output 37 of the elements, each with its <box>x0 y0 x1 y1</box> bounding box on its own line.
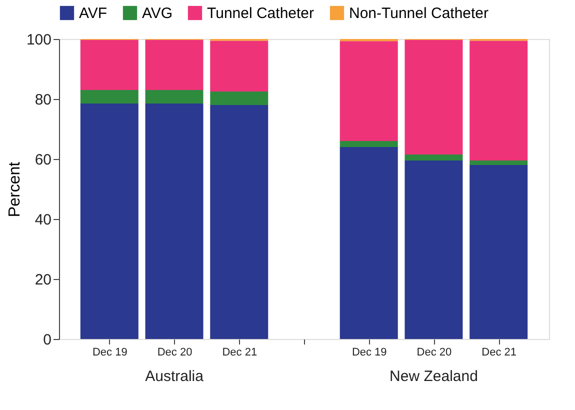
x-tick-label: Dec 19 <box>352 346 387 358</box>
bar <box>470 165 528 339</box>
bar <box>340 41 398 141</box>
y-tick-label: 0 <box>43 332 52 348</box>
x-tick-label: Dec 21 <box>482 346 517 358</box>
legend-label: Non-Tunnel Catheter <box>349 5 489 22</box>
y-tick-label: 20 <box>34 272 52 288</box>
y-tick-label: 40 <box>34 212 52 228</box>
bar <box>145 90 204 104</box>
legend-label: AVF <box>79 5 108 22</box>
bar <box>80 90 138 104</box>
bar <box>80 40 138 90</box>
bar <box>470 40 528 160</box>
bar <box>210 40 268 92</box>
bar <box>470 160 528 165</box>
bar <box>404 154 463 160</box>
bar <box>210 92 268 105</box>
y-axis-title: Percent <box>6 161 24 218</box>
legend-label: AVG <box>142 5 173 22</box>
legend-label: Tunnel Catheter <box>207 5 314 22</box>
x-tick-label: Dec 20 <box>157 346 192 358</box>
text: New Zealand <box>390 368 478 385</box>
bar <box>145 104 204 339</box>
x-tick-label: Dec 21 <box>222 346 258 358</box>
bar <box>145 40 204 90</box>
x-tick-label: Dec 20 <box>416 346 452 358</box>
y-tick-label: 60 <box>34 152 52 168</box>
bar <box>210 105 268 339</box>
y-tick-label: 80 <box>34 92 52 108</box>
bar <box>340 141 398 147</box>
bar <box>404 160 463 339</box>
bar <box>80 104 138 339</box>
x-tick-label: Dec 19 <box>92 346 128 358</box>
text: Australia <box>145 368 204 385</box>
bar <box>404 40 463 154</box>
y-tick-label: 100 <box>26 32 52 48</box>
bar <box>340 147 398 339</box>
